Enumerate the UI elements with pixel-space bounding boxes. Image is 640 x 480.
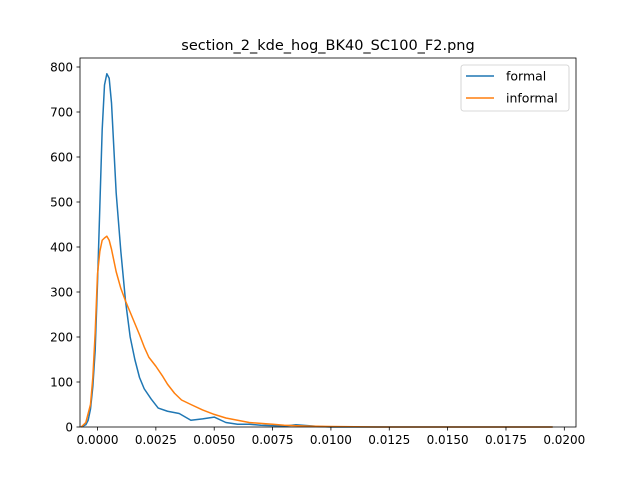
x-tick-label: 0.0050 — [193, 433, 235, 447]
x-tick-label: 0.0075 — [252, 433, 294, 447]
legend-label-formal: formal — [506, 69, 546, 84]
y-tick-label: 200 — [50, 330, 73, 344]
plot-area — [80, 73, 553, 428]
y-tick-label: 400 — [50, 240, 73, 254]
x-tick-label: 0.0125 — [368, 433, 410, 447]
y-tick-label: 100 — [50, 375, 73, 389]
x-tick-label: 0.0150 — [427, 433, 469, 447]
x-tick-label: 0.0175 — [485, 433, 527, 447]
y-tick-label: 0 — [65, 420, 73, 434]
y-tick-label: 800 — [50, 60, 73, 74]
y-tick-label: 600 — [50, 150, 73, 164]
legend: formal informal — [460, 64, 570, 112]
series-line-informal — [80, 235, 553, 428]
x-tick-label: 0.0100 — [310, 433, 352, 447]
chart-title: section_2_kde_hog_BK40_SC100_F2.png — [181, 38, 474, 54]
x-tick-label: 0.0200 — [543, 433, 585, 447]
legend-label-informal: informal — [506, 91, 558, 106]
x-tick-label: 0.0000 — [77, 433, 119, 447]
axes: 0.0000 0.0025 0.0050 0.0075 0.0100 0.0125 0.01… — [50, 57, 585, 447]
y-tick-label: 300 — [50, 285, 73, 299]
y-tick-label: 700 — [50, 105, 73, 119]
y-tick-label: 500 — [50, 195, 73, 209]
axes-frame — [79, 57, 577, 428]
x-tick-label: 0.0025 — [135, 433, 177, 447]
